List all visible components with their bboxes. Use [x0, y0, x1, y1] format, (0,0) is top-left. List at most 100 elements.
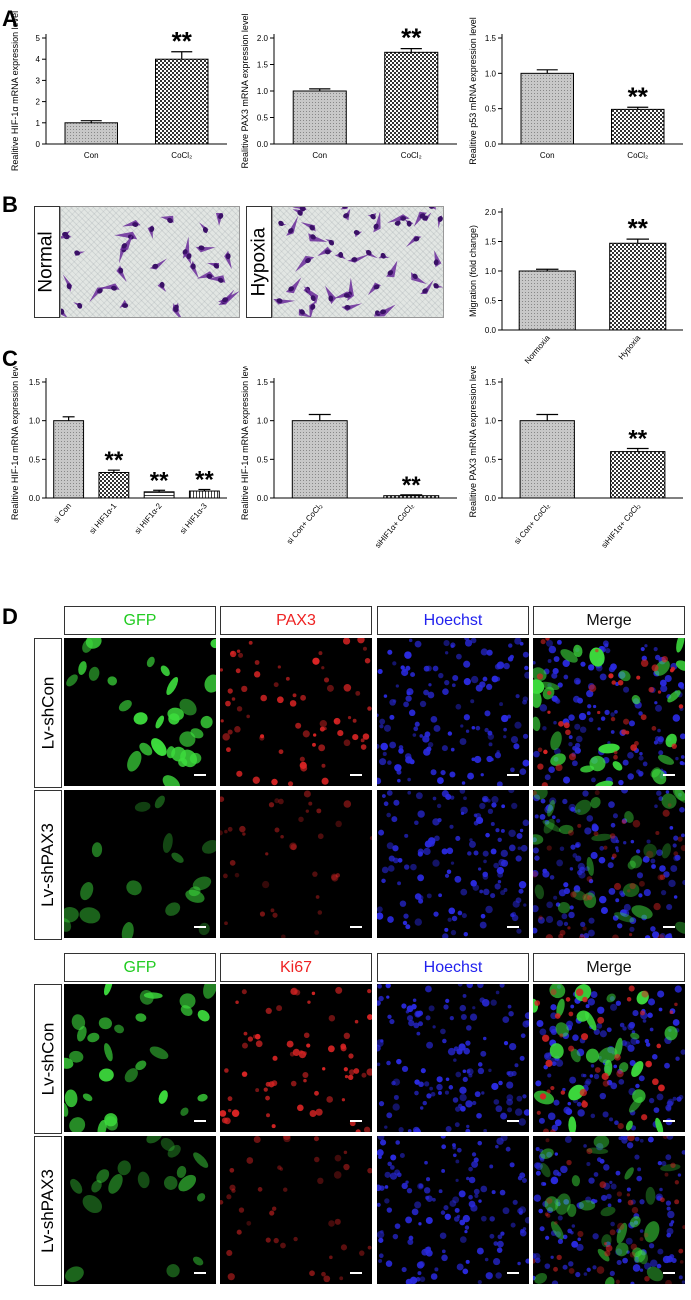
x-tick-label: si Con+ CoCl₂	[512, 502, 551, 546]
y-tick-label: 0.5	[257, 114, 269, 123]
y-tick-label: 0.0	[485, 140, 497, 149]
row-label-bottom-1: Lv-shPAX3	[34, 1136, 62, 1286]
scale-bar	[350, 774, 362, 776]
x-tick-label: si HIF1α-1	[88, 501, 119, 536]
scale-bar	[663, 926, 675, 928]
fluor-bottom-r1-c2	[377, 1136, 529, 1284]
y-tick-label: 0.5	[485, 297, 497, 306]
micrograph-normal-label: Normal	[34, 206, 60, 318]
fluor-top-r1-c1	[220, 790, 372, 938]
panel-label-a: A	[2, 6, 18, 31]
y-tick-label: 0.5	[485, 105, 497, 114]
scale-bar	[663, 1120, 675, 1122]
significance-mark: **	[195, 466, 214, 493]
y-tick-label: 1.0	[29, 417, 41, 426]
x-tick-label: CoCl₂	[401, 151, 422, 160]
y-tick-label: 0.0	[29, 494, 41, 503]
significance-mark: **	[150, 467, 169, 494]
fluor-top-r0-c1	[220, 638, 372, 786]
fluor-bottom-r0-c3	[533, 984, 685, 1132]
x-tick-label: si Con+ CoCl₂	[285, 502, 324, 546]
x-tick-label: si HIF1α-2	[133, 501, 164, 536]
chart-c-sihif1a: Realitive HIF-1α mRNA expression level 0.…	[10, 366, 227, 536]
y-axis-label: Realitive HIF-1α mRNA expression level	[10, 11, 20, 171]
bar	[519, 420, 575, 499]
header-top-2: Hoechst	[377, 606, 529, 635]
x-tick-label: Con	[540, 151, 555, 160]
x-tick-label: CoCl₂	[171, 151, 192, 160]
fluor-bottom-r1-c0	[64, 1136, 216, 1284]
header-bottom-0: GFP	[64, 953, 216, 982]
micrograph-hypoxia-label: Hypoxia	[246, 206, 272, 318]
y-tick-label: 1.0	[485, 69, 497, 78]
y-tick-label: 0.0	[257, 494, 269, 503]
y-tick-label: 2.0	[485, 208, 497, 217]
x-tick-label: Normoxia	[523, 333, 552, 365]
chart-c-hif1a-cocl2: Realitive HIF-1α mRNA expression level 0.…	[240, 366, 457, 550]
fluor-top-r0-c3	[533, 638, 685, 786]
y-tick-label: 3	[36, 76, 41, 85]
y-tick-label: 1.0	[257, 417, 269, 426]
scale-bar	[663, 1272, 675, 1274]
y-tick-label: 1.5	[29, 378, 41, 387]
x-tick-label: Con	[312, 151, 327, 160]
micrograph-normal: Normal	[34, 206, 240, 318]
scale-bar	[194, 926, 206, 928]
fluor-bottom-r1-c1	[220, 1136, 372, 1284]
fluor-bottom-r1-c3	[533, 1136, 685, 1284]
y-tick-label: 2	[36, 98, 41, 107]
panel-label-d: D	[2, 604, 18, 629]
significance-mark: **	[105, 447, 124, 474]
scale-bar	[350, 1272, 362, 1274]
header-top-1: PAX3	[220, 606, 372, 635]
header-bottom-1: Ki67	[220, 953, 372, 982]
bar	[155, 58, 209, 145]
y-tick-label: 0.5	[257, 455, 269, 464]
micrograph-hypoxia: Hypoxia	[246, 206, 444, 318]
scale-bar	[350, 926, 362, 928]
bar	[518, 270, 576, 331]
fluor-top-r1-c3	[533, 790, 685, 938]
row-label-top-1: Lv-shPAX3	[34, 790, 62, 940]
y-tick-label: 5	[36, 34, 41, 43]
y-tick-label: 4	[36, 55, 41, 64]
y-tick-label: 0.5	[485, 455, 497, 464]
scale-bar	[194, 774, 206, 776]
header-bottom-3: Merge	[533, 953, 685, 982]
chart-b-migration: Migration (fold change) 0.0 0.5 1.0 1.5 2.0 No…	[468, 208, 683, 366]
y-tick-label: 1.5	[485, 34, 497, 43]
bar	[291, 420, 348, 499]
fluor-top-r0-c2	[377, 638, 529, 786]
significance-mark: **	[401, 23, 422, 53]
chart-a-pax3: Realitive PAX3 mRNA expression level 0.0 0…	[240, 14, 457, 168]
scale-bar	[350, 1120, 362, 1122]
x-tick-label: Con	[84, 151, 99, 160]
bar	[188, 490, 220, 499]
fluor-top-r1-c0	[64, 790, 216, 938]
y-axis-label: Realitive PAX3 mRNA expression level	[468, 366, 478, 517]
bar	[53, 420, 85, 499]
y-axis-label: Realitive HIF-1α mRNA expression level	[10, 366, 20, 520]
x-tick-label: siHIF1α+ CoCl₂	[600, 502, 643, 550]
scale-bar	[194, 1272, 206, 1274]
row-label-bottom-0: Lv-shCon	[34, 984, 62, 1134]
significance-mark: **	[402, 472, 421, 499]
scale-bar	[507, 1272, 519, 1274]
y-tick-label: 2.0	[257, 34, 269, 43]
row-label-top-0: Lv-shCon	[34, 638, 62, 788]
normal-cells-image	[60, 206, 240, 318]
chart-a-p53: Realitive p53 mRNA expression level 0.0 0.…	[468, 17, 683, 165]
y-tick-label: 1.0	[485, 417, 497, 426]
y-tick-label: 0.0	[485, 326, 497, 335]
header-top-3: Merge	[533, 606, 685, 635]
significance-mark: **	[628, 213, 649, 243]
y-tick-label: 1.5	[485, 378, 497, 387]
y-tick-label: 0.5	[29, 455, 41, 464]
x-tick-label: si HIF1α-3	[178, 501, 209, 536]
y-axis-label: Realitive p53 mRNA expression level	[468, 17, 478, 165]
scale-bar	[663, 774, 675, 776]
scale-bar	[507, 774, 519, 776]
x-tick-label: CoCl₂	[627, 151, 648, 160]
header-top-0: GFP	[64, 606, 216, 635]
hypoxia-cells-image	[272, 206, 444, 318]
